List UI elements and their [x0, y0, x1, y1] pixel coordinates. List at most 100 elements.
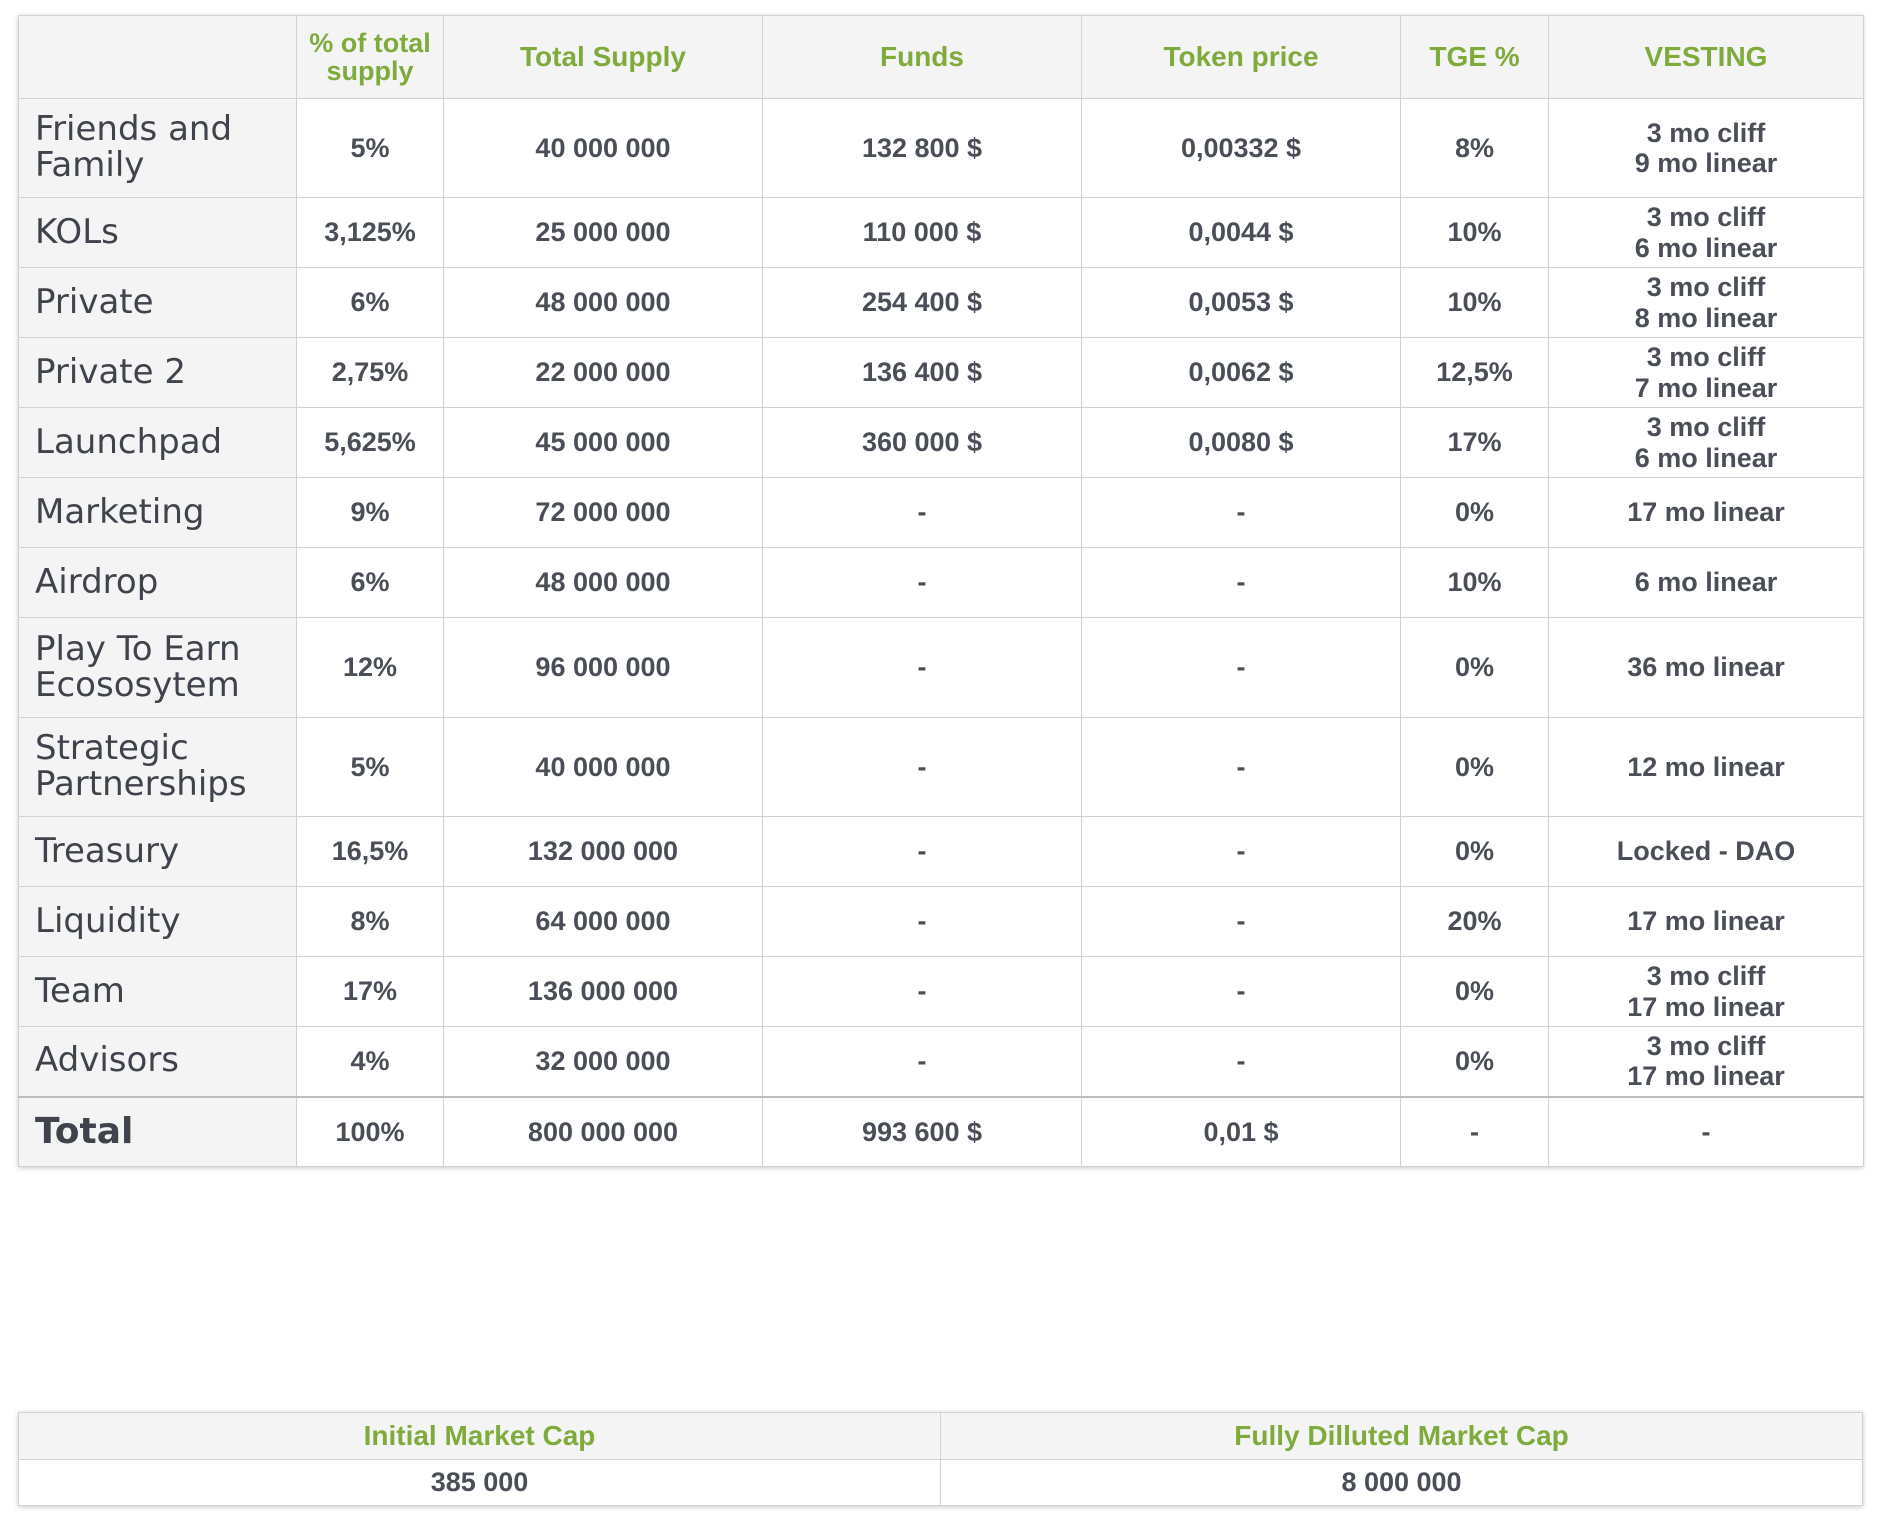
- total-supply: 22 000 000: [443, 337, 763, 408]
- token-price: -: [1081, 617, 1401, 718]
- vesting: 6 mo linear: [1548, 547, 1864, 618]
- tokenomics-table: % of total supply Total Supply Funds Tok…: [18, 15, 1864, 1167]
- total-funds: 993 600 $: [762, 1095, 1082, 1167]
- funds: 132 800 $: [762, 98, 1082, 198]
- table-row-airdrop: Airdrop 6% 48 000 000- -10% 6 mo linear: [18, 547, 1864, 618]
- vesting: 12 mo linear: [1548, 717, 1864, 817]
- total-supply: 64 000 000: [443, 886, 763, 957]
- pct-of-total-supply: 8%: [296, 886, 444, 957]
- pct-of-total-supply: 2,75%: [296, 337, 444, 408]
- tge-pct: 0%: [1400, 717, 1549, 817]
- total-supply: 40 000 000: [443, 98, 763, 198]
- vesting-line: 9 mo linear: [1634, 148, 1778, 178]
- category-name: Marketing: [18, 477, 297, 548]
- vesting-line: 8 mo linear: [1634, 302, 1778, 333]
- token-price: -: [1081, 816, 1401, 887]
- total-supply: 136 000 000: [443, 956, 763, 1027]
- pct-of-total-supply: 5%: [296, 98, 444, 198]
- fully-diluted-market-cap-label: Fully Dilluted Market Cap: [940, 1412, 1863, 1460]
- table-row-advisors: Advisors 4% 32 000 000- -0% 3 mo cliff 17 mo …: [18, 1026, 1864, 1097]
- vesting-line: 17 mo linear: [1627, 906, 1785, 937]
- pct-of-total-supply: 9%: [296, 477, 444, 548]
- market-cap-table-card: Initial Market Cap Fully Dilluted Market…: [18, 1412, 1863, 1506]
- token-price: -: [1081, 886, 1401, 957]
- pct-of-total-supply: 3,125%: [296, 197, 444, 268]
- funds: -: [762, 1026, 1082, 1097]
- table-row-launchpad: Launchpad 5,625% 45 000 000 360 000 $0,0080…: [18, 407, 1864, 478]
- market-cap-value-row: 385 000 8 000 000: [18, 1459, 1863, 1506]
- table-row-strategic-partnerships: Strategic Partnerships 5% 40 000 000- -0% 12…: [18, 717, 1864, 817]
- vesting: 17 mo linear: [1548, 886, 1864, 957]
- token-price: -: [1081, 956, 1401, 1027]
- total-vesting: -: [1548, 1095, 1864, 1167]
- market-cap-table: Initial Market Cap Fully Dilluted Market…: [18, 1412, 1863, 1506]
- tge-pct: 12,5%: [1400, 337, 1549, 408]
- vesting-line: 12 mo linear: [1627, 751, 1785, 782]
- token-price: 0,0080 $: [1081, 407, 1401, 478]
- funds: -: [762, 816, 1082, 887]
- vesting-line: 36 mo linear: [1627, 652, 1785, 683]
- category-name: Private 2: [18, 337, 297, 408]
- token-price: 0,0044 $: [1081, 197, 1401, 268]
- token-price: 0,00332 $: [1081, 98, 1401, 198]
- pct-of-total-supply: 6%: [296, 547, 444, 618]
- header-token-price: Token price: [1081, 15, 1401, 99]
- token-price: -: [1081, 547, 1401, 618]
- total-tge: -: [1400, 1095, 1549, 1167]
- funds: -: [762, 886, 1082, 957]
- tge-pct: 20%: [1400, 886, 1549, 957]
- table-row-friends-and-family: Friends and Family 5% 40 000 000 132 800 $0…: [18, 98, 1864, 198]
- vesting: 3 mo cliff 6 mo linear: [1548, 407, 1864, 478]
- vesting: 3 mo cliff 7 mo linear: [1548, 337, 1864, 408]
- total-supply: 72 000 000: [443, 477, 763, 548]
- vesting-line: 17 mo linear: [1627, 991, 1785, 1022]
- funds: -: [762, 717, 1082, 817]
- funds: 110 000 $: [762, 197, 1082, 268]
- tge-pct: 10%: [1400, 547, 1549, 618]
- category-name: Private: [18, 267, 297, 338]
- vesting-line: 3 mo cliff: [1646, 1031, 1766, 1062]
- pct-of-total-supply: 4%: [296, 1026, 444, 1097]
- funds: -: [762, 547, 1082, 618]
- category-name: KOLs: [18, 197, 297, 268]
- total-supply: 132 000 000: [443, 816, 763, 887]
- fully-diluted-market-cap-value: 8 000 000: [940, 1459, 1863, 1506]
- table-row-play-to-earn-ecososytem: Play To Earn Ecososytem 12% 96 000 000- -0%…: [18, 617, 1864, 718]
- vesting-line: 3 mo cliff: [1646, 961, 1766, 992]
- vesting-line: 7 mo linear: [1634, 372, 1778, 403]
- category-name: Launchpad: [18, 407, 297, 478]
- tge-pct: 0%: [1400, 956, 1549, 1027]
- vesting: 36 mo linear: [1548, 617, 1864, 718]
- tge-pct: 0%: [1400, 617, 1549, 718]
- funds: 254 400 $: [762, 267, 1082, 338]
- table-row-marketing: Marketing 9% 72 000 000- -0% 17 mo linear: [18, 477, 1864, 548]
- category-name: Friends and Family: [18, 98, 297, 198]
- pct-of-total-supply: 5%: [296, 717, 444, 817]
- header-category: [18, 15, 297, 99]
- total-token-price: 0,01 $: [1081, 1095, 1401, 1167]
- tge-pct: 17%: [1400, 407, 1549, 478]
- vesting-line: 6 mo linear: [1634, 232, 1778, 263]
- table-row-kols: KOLs 3,125% 25 000 000 110 000 $0,0044 $10%…: [18, 197, 1864, 268]
- header-tge-pct: TGE %: [1400, 15, 1549, 99]
- token-price: -: [1081, 1026, 1401, 1097]
- vesting: 17 mo linear: [1548, 477, 1864, 548]
- vesting-line: 3 mo cliff: [1646, 272, 1766, 303]
- total-supply: 48 000 000: [443, 547, 763, 618]
- header-total-supply: Total Supply: [443, 15, 763, 99]
- total-label: Total: [18, 1095, 297, 1167]
- vesting-line: 3 mo cliff: [1646, 412, 1766, 443]
- category-name: Team: [18, 956, 297, 1027]
- header-pct-of-total-supply: % of total supply: [296, 15, 444, 99]
- pct-of-total-supply: 12%: [296, 617, 444, 718]
- total-supply: 32 000 000: [443, 1026, 763, 1097]
- table-row-private: Private 6% 48 000 000 254 400 $0,0053 $10% 3…: [18, 267, 1864, 338]
- table-row-liquidity: Liquidity 8% 64 000 000- -20% 17 mo linear: [18, 886, 1864, 957]
- vesting-line: Locked - DAO: [1616, 836, 1796, 867]
- token-price: -: [1081, 477, 1401, 548]
- vesting-line: 3 mo cliff: [1646, 202, 1766, 233]
- category-name: Strategic Partnerships: [18, 717, 297, 817]
- tge-pct: 0%: [1400, 816, 1549, 887]
- table-row-total: Total 100% 800 000 000 993 600 $0,01 $ - -: [18, 1095, 1864, 1167]
- vesting: 3 mo cliff 8 mo linear: [1548, 267, 1864, 338]
